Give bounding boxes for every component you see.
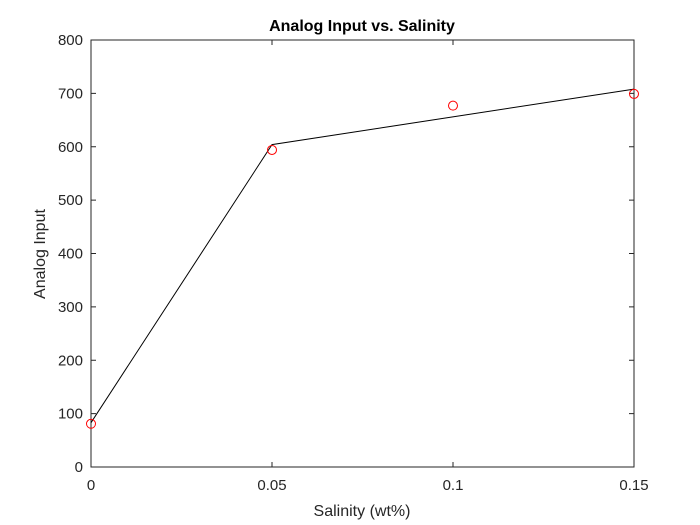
data-point-marker xyxy=(629,88,639,99)
fit-line xyxy=(90,88,635,423)
plot-area xyxy=(90,39,635,468)
y-tick-label: 200 xyxy=(58,352,83,369)
fit-line-layer xyxy=(90,88,635,423)
axis-tick-labels: 0 0.05 0.1 0.15 0 100 200 300 400 500 600 700 800 xyxy=(58,32,649,494)
x-tick-label: 0.1 xyxy=(443,477,464,494)
y-tick-label: 500 xyxy=(58,192,83,209)
x-axis-label: Salinity (wt%) xyxy=(314,503,411,520)
x-tick-label: 0.05 xyxy=(257,477,286,494)
y-tick-label: 300 xyxy=(58,299,83,316)
y-tick-label: 700 xyxy=(58,85,83,102)
axis-ticks xyxy=(90,39,635,468)
data-markers-layer xyxy=(86,88,639,429)
x-tick-label: 0 xyxy=(87,477,95,494)
chart-title: Analog Input vs. Salinity xyxy=(269,18,455,35)
data-point-marker xyxy=(448,100,458,111)
x-tick-label: 0.15 xyxy=(619,477,648,494)
y-tick-label: 400 xyxy=(58,246,83,263)
data-point-marker xyxy=(86,418,96,429)
y-tick-label: 100 xyxy=(58,406,83,423)
y-axis-label: Analog Input xyxy=(32,209,49,299)
y-tick-label: 600 xyxy=(58,139,83,156)
y-tick-label: 0 xyxy=(75,459,83,476)
data-point-marker xyxy=(267,144,277,155)
y-tick-label: 800 xyxy=(58,32,83,49)
